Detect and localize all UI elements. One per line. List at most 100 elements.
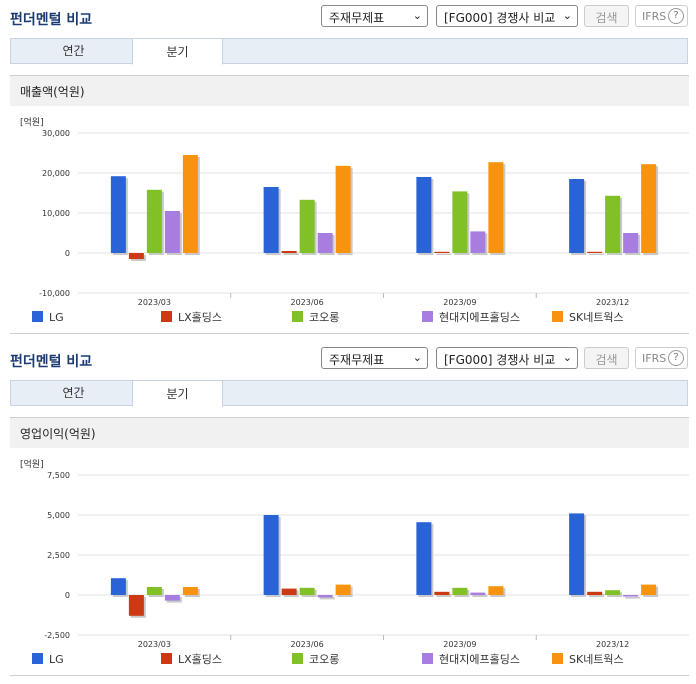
- compare-select[interactable]: [FG000] 경쟁사 비교 ⌄: [436, 347, 578, 369]
- x-tick-label: 2023/09: [443, 640, 476, 649]
- ifrs-label: IFRS: [642, 352, 667, 365]
- legend-item[interactable]: 코오롱: [292, 310, 339, 326]
- legend-item[interactable]: LX홀딩스: [161, 652, 222, 668]
- tab-annual[interactable]: 연간: [62, 386, 85, 400]
- tab-annual[interactable]: 연간: [62, 44, 85, 58]
- ifrs-button[interactable]: IFRS ?: [635, 347, 688, 369]
- bar: [128, 595, 144, 616]
- x-tick-label: 2023/06: [291, 298, 324, 307]
- x-tick-label: 2023/12: [596, 640, 629, 649]
- bar-shadow: [436, 253, 452, 255]
- legend-label: 현대지에프홀딩스: [439, 653, 520, 666]
- divider: [10, 333, 689, 334]
- bar: [488, 162, 504, 253]
- bar: [146, 189, 162, 253]
- statement-select-value: 주재무제표: [329, 11, 385, 25]
- bar: [281, 251, 297, 253]
- bar-shadow: [589, 253, 605, 255]
- bar: [605, 590, 621, 595]
- y-tick-label: 0: [65, 249, 70, 258]
- compare-select-value: [FG000] 경쟁사 비교: [444, 11, 556, 25]
- bar: [128, 253, 144, 259]
- bar: [605, 195, 621, 253]
- bar: [182, 155, 198, 253]
- bar: [335, 165, 351, 253]
- bar-shadow: [472, 594, 488, 597]
- legend-item[interactable]: LG: [32, 310, 64, 326]
- ifrs-label: IFRS: [642, 10, 667, 23]
- legend-label: 코오롱: [309, 653, 340, 666]
- bar: [569, 513, 585, 595]
- divider: [10, 675, 689, 676]
- chevron-down-icon: ⌄: [412, 351, 422, 364]
- search-button[interactable]: 검색: [584, 347, 629, 369]
- chart-container: 매출액(억원) [억원] -10,000 0 10,000 20,000 30,000 2…: [10, 75, 689, 334]
- chevron-down-icon: ⌄: [412, 9, 422, 22]
- legend-label: SK네트웍스: [569, 653, 624, 666]
- legend-item[interactable]: LG: [32, 652, 64, 668]
- legend-swatch: [32, 653, 43, 664]
- statement-select[interactable]: 주재무제표 ⌄: [321, 5, 428, 27]
- legend-item[interactable]: 코오롱: [292, 652, 339, 668]
- bar-shadow: [589, 593, 605, 597]
- y-tick-label: 20,000: [42, 169, 70, 178]
- legend-label: LG: [49, 311, 64, 324]
- y-tick-label: 7,500: [47, 471, 70, 480]
- legend-item[interactable]: SK네트웍스: [552, 310, 624, 326]
- bar: [452, 191, 468, 253]
- legend-swatch: [552, 653, 563, 664]
- bar: [434, 591, 450, 595]
- y-tick-label: -10,000: [39, 289, 70, 298]
- y-tick-label: 10,000: [42, 209, 70, 218]
- bar: [641, 164, 657, 253]
- y-unit-label: [억원]: [20, 118, 44, 128]
- bar: [263, 515, 279, 595]
- tab-quarterly[interactable]: 분기: [132, 38, 223, 65]
- chevron-down-icon: ⌄: [562, 351, 572, 364]
- legend-swatch: [422, 653, 433, 664]
- help-icon[interactable]: ?: [668, 8, 684, 24]
- operating-profit-bar-chart: -2,500 0 2,500 5,000 7,500 2023/03 2023/06 2023…: [44, 471, 689, 649]
- legend-label: LX홀딩스: [178, 653, 223, 666]
- legend-swatch: [32, 311, 43, 322]
- legend-item[interactable]: SK네트웍스: [552, 652, 624, 668]
- bar: [263, 187, 279, 253]
- legend-swatch: [292, 311, 303, 322]
- y-tick-label: 30,000: [42, 129, 70, 138]
- search-button[interactable]: 검색: [584, 5, 629, 27]
- chart-legend: LG LX홀딩스 코오롱 현대지에프홀딩스 SK네트웍스: [10, 310, 689, 326]
- statement-select[interactable]: 주재무제표 ⌄: [321, 347, 428, 369]
- bar: [569, 179, 585, 253]
- tab-quarterly[interactable]: 분기: [132, 380, 223, 407]
- bar-shadow: [436, 593, 452, 597]
- ifrs-button[interactable]: IFRS ?: [635, 5, 688, 27]
- bar: [110, 176, 126, 253]
- bar-shadow: [319, 597, 335, 600]
- revenue-bar-chart: -10,000 0 10,000 20,000 30,000 2023/03 2023/06…: [39, 129, 689, 307]
- legend-label: LX홀딩스: [178, 311, 223, 324]
- help-icon[interactable]: ?: [668, 350, 684, 366]
- bar: [587, 591, 603, 595]
- legend-label: LG: [49, 653, 64, 666]
- statement-select-value: 주재무제표: [329, 353, 385, 367]
- y-tick-label: 5,000: [47, 511, 70, 520]
- period-tabs: 연간 분기: [10, 38, 688, 65]
- compare-select-value: [FG000] 경쟁사 비교: [444, 353, 556, 367]
- panel-header: 펀더멘털 비교 주재무제표 ⌄ [FG000] 경쟁사 비교 ⌄ 검색 IFRS…: [0, 342, 696, 376]
- legend-item[interactable]: 현대지에프홀딩스: [422, 310, 520, 326]
- legend-item[interactable]: LX홀딩스: [161, 310, 222, 326]
- bar: [335, 584, 351, 595]
- legend-item[interactable]: 현대지에프홀딩스: [422, 652, 520, 668]
- legend-swatch: [292, 653, 303, 664]
- chart-title: 매출액(억원): [20, 85, 85, 99]
- x-tick-label: 2023/03: [138, 640, 171, 649]
- bar: [434, 251, 450, 253]
- bar: [488, 586, 504, 595]
- bar: [146, 587, 162, 595]
- fundamental-panel-2: 펀더멘털 비교 주재무제표 ⌄ [FG000] 경쟁사 비교 ⌄ 검색 IFRS…: [0, 342, 696, 684]
- bar: [416, 177, 432, 253]
- y-tick-label: -2,500: [44, 631, 70, 640]
- compare-select[interactable]: [FG000] 경쟁사 비교 ⌄: [436, 5, 578, 27]
- panel-title: 펀더멘털 비교: [10, 12, 93, 28]
- bar-shadow: [283, 253, 299, 255]
